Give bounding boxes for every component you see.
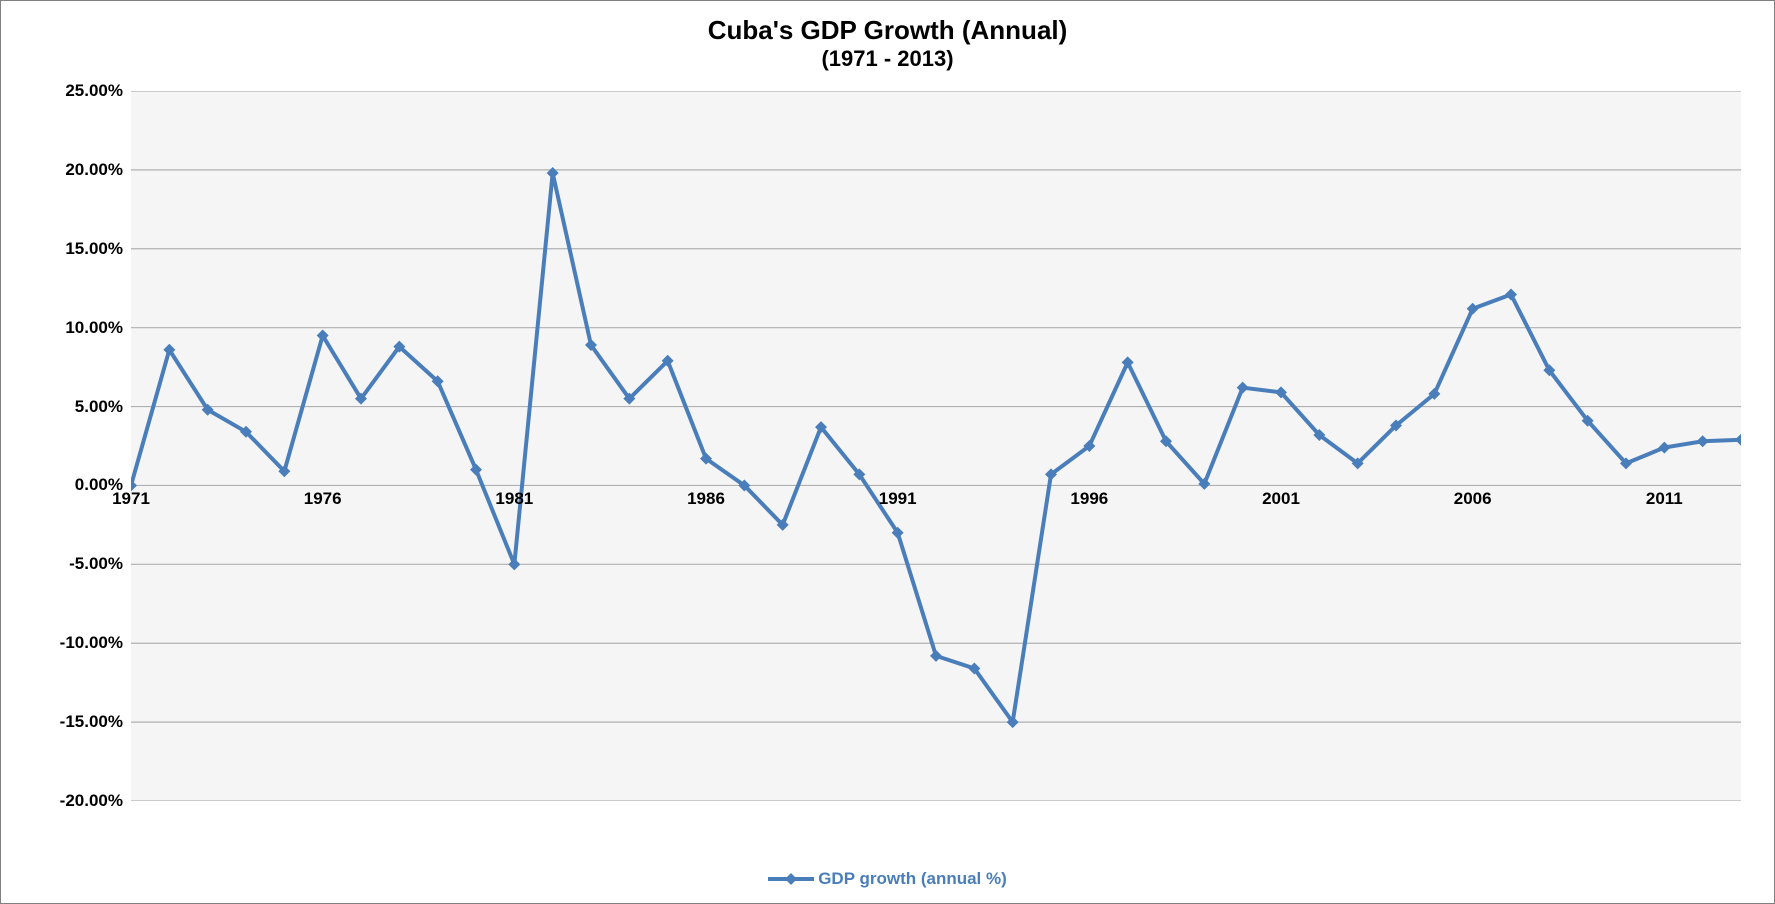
x-tick-label: 1971: [112, 485, 150, 509]
x-tick-label: 2001: [1262, 485, 1300, 509]
legend-label: GDP growth (annual %): [818, 869, 1007, 888]
title-line-1: Cuba's GDP Growth (Annual): [1, 15, 1774, 46]
x-tick-label: 1981: [495, 485, 533, 509]
y-tick-label: -15.00%: [60, 712, 131, 732]
x-tick-label: 1996: [1070, 485, 1108, 509]
series-marker: [1237, 382, 1249, 394]
legend-marker-icon: [768, 872, 814, 886]
y-tick-label: -10.00%: [60, 633, 131, 653]
series-marker: [1658, 442, 1670, 454]
series-marker: [1697, 435, 1709, 447]
y-tick-label: 25.00%: [65, 81, 131, 101]
y-tick-label: 15.00%: [65, 239, 131, 259]
legend: GDP growth (annual %): [1, 868, 1774, 889]
series-line: [131, 173, 1741, 722]
series-marker: [1735, 434, 1741, 446]
x-tick-label: 1991: [879, 485, 917, 509]
series-marker: [470, 464, 482, 476]
series-marker: [508, 558, 520, 570]
y-tick-label: 5.00%: [75, 397, 131, 417]
plot-area: -20.00%-15.00%-10.00%-5.00%0.00%5.00%10.…: [131, 91, 1741, 801]
series-marker: [1467, 303, 1479, 315]
y-tick-label: -5.00%: [69, 554, 131, 574]
title-line-2: (1971 - 2013): [1, 46, 1774, 72]
y-tick-label: 10.00%: [65, 318, 131, 338]
y-tick-label: -20.00%: [60, 791, 131, 811]
series-marker: [547, 167, 559, 179]
x-tick-label: 1976: [304, 485, 342, 509]
x-tick-label: 2006: [1454, 485, 1492, 509]
x-tick-label: 1986: [687, 485, 725, 509]
chart-title: Cuba's GDP Growth (Annual) (1971 - 2013): [1, 15, 1774, 72]
series-marker: [930, 650, 942, 662]
x-tick-label: 2011: [1646, 485, 1683, 509]
y-tick-label: 20.00%: [65, 160, 131, 180]
chart-frame: Cuba's GDP Growth (Annual) (1971 - 2013)…: [0, 0, 1775, 904]
chart-svg: [131, 91, 1741, 801]
